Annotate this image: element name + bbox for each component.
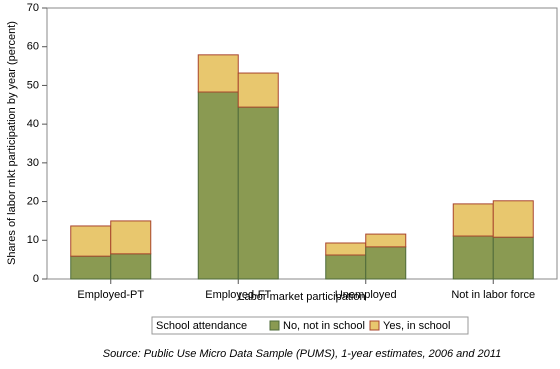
bar-segment [237,72,279,108]
bar-segment [70,255,112,280]
x-tick-label: Employed-PT [77,289,144,301]
x-axis-label: Labor market participation [238,291,365,303]
legend-title: School attendance [156,320,247,332]
legend-swatch [269,320,280,331]
bar-segment [70,225,112,257]
legend-swatch [369,320,380,331]
bar-segment [492,236,534,280]
x-tick-label: Employed-FT [205,289,271,301]
y-tick-label: 20 [27,195,39,207]
y-tick-label: 10 [27,234,39,246]
y-tick-label: 40 [27,118,39,130]
y-tick-label: 0 [33,273,39,285]
bar-segment [492,200,534,238]
bar-segment [237,106,279,280]
bar-segment [452,235,494,280]
x-tick-label: Not in labor force [451,289,535,301]
legend-box [151,316,469,335]
bar-segment [365,233,407,248]
bar-segment [325,242,367,256]
y-tick-label: 30 [27,157,39,169]
bar-segment [110,220,152,255]
y-tick-label: 60 [27,41,39,53]
legend-label: Yes, in school [383,320,450,332]
source-note: Source: Public Use Micro Data Sample (PU… [103,348,501,360]
bar-segment [110,253,152,280]
bar-segment [452,203,494,237]
bar-segment [365,246,407,280]
plot-frame [46,7,558,280]
y-tick-label: 70 [27,2,39,14]
y-tick-label: 50 [27,79,39,91]
x-tick-label: Unemployed [335,289,397,301]
bar-segment [197,91,239,280]
bar-segment [197,54,239,93]
y-axis-label: Shares of labor mkt participation by yea… [6,21,18,265]
legend-label: No, not in school [283,320,365,332]
bar-segment [325,254,367,280]
